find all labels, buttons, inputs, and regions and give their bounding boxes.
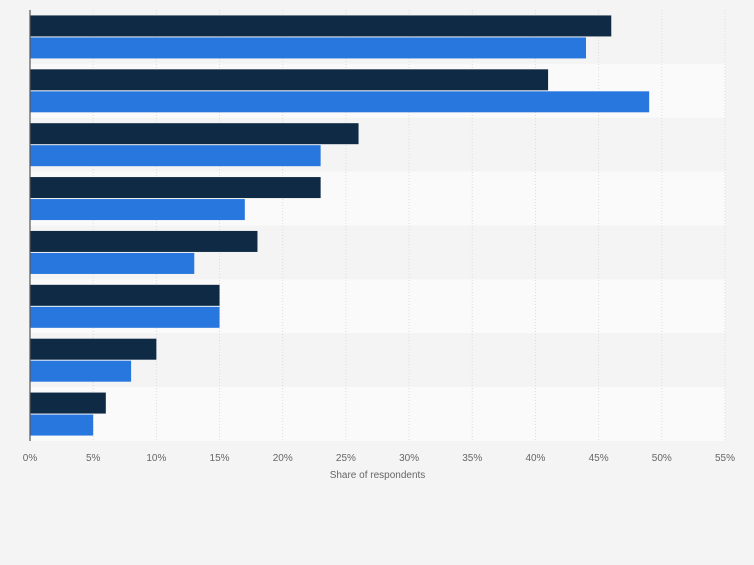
bar[interactable]	[30, 284, 220, 306]
bar[interactable]	[30, 177, 321, 199]
x-tick-label: 0%	[23, 453, 38, 464]
bar[interactable]	[30, 414, 94, 436]
bar[interactable]	[30, 145, 321, 167]
x-tick-label: 25%	[336, 453, 356, 464]
x-tick-label: 45%	[589, 453, 609, 464]
bar[interactable]	[30, 199, 245, 221]
bar[interactable]	[30, 37, 586, 59]
x-tick-label: 5%	[86, 453, 101, 464]
x-tick-label: 30%	[399, 453, 419, 464]
bar[interactable]	[30, 15, 612, 37]
bar[interactable]	[30, 360, 132, 382]
bar[interactable]	[30, 306, 220, 328]
x-tick-label: 15%	[210, 453, 230, 464]
x-axis-ticks: 0% 5% 10% 15% 20% 25% 30% 35% 40% 45% 50% 55%	[23, 453, 735, 464]
bar[interactable]	[30, 230, 258, 252]
category-bands	[30, 10, 725, 441]
bar[interactable]	[30, 252, 195, 274]
x-tick-label: 20%	[273, 453, 293, 464]
x-tick-label: 40%	[525, 453, 545, 464]
bar[interactable]	[30, 392, 106, 414]
bar[interactable]	[30, 338, 157, 360]
bars	[30, 15, 650, 436]
bar[interactable]	[30, 69, 549, 91]
x-tick-label: 55%	[715, 453, 735, 464]
x-tick-label: 50%	[652, 453, 672, 464]
x-axis-label: Share of respondents	[330, 470, 426, 481]
x-tick-label: 10%	[146, 453, 166, 464]
bar[interactable]	[30, 123, 359, 145]
bar[interactable]	[30, 91, 650, 113]
category-band	[30, 387, 725, 441]
x-tick-label: 35%	[462, 453, 482, 464]
